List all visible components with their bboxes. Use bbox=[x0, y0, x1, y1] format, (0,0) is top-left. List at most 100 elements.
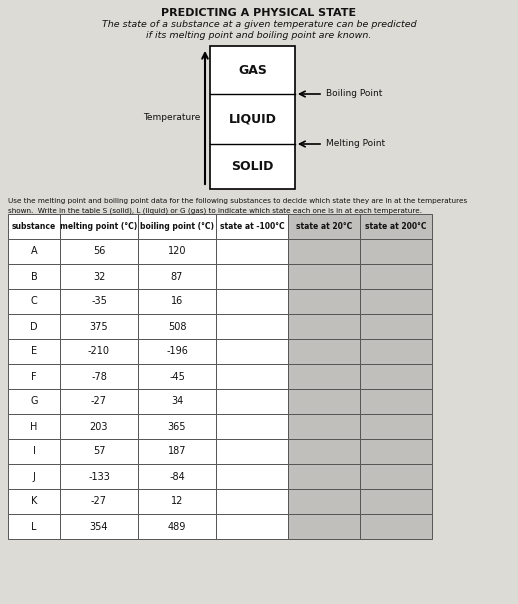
Bar bbox=[216, 389, 288, 414]
Text: substance: substance bbox=[12, 222, 56, 231]
Bar bbox=[138, 414, 216, 439]
Bar bbox=[138, 264, 216, 289]
Text: 354: 354 bbox=[90, 521, 108, 532]
Bar bbox=[288, 314, 360, 339]
Text: E: E bbox=[31, 347, 37, 356]
Text: -27: -27 bbox=[91, 496, 107, 507]
Text: LIQUID: LIQUID bbox=[228, 112, 277, 126]
Bar bbox=[8, 439, 60, 464]
Text: 375: 375 bbox=[90, 321, 108, 332]
Text: I: I bbox=[33, 446, 35, 457]
Bar bbox=[60, 514, 138, 539]
Bar bbox=[60, 464, 138, 489]
Text: 16: 16 bbox=[171, 297, 183, 306]
Text: melting point (°C): melting point (°C) bbox=[61, 222, 138, 231]
Bar bbox=[288, 364, 360, 389]
Bar bbox=[216, 489, 288, 514]
Text: -196: -196 bbox=[166, 347, 188, 356]
Bar bbox=[138, 364, 216, 389]
Text: state at 200°C: state at 200°C bbox=[365, 222, 427, 231]
Bar bbox=[288, 339, 360, 364]
Bar bbox=[288, 439, 360, 464]
Bar bbox=[138, 439, 216, 464]
Text: PREDICTING A PHYSICAL STATE: PREDICTING A PHYSICAL STATE bbox=[162, 8, 356, 18]
Text: J: J bbox=[33, 472, 35, 481]
Bar bbox=[288, 214, 360, 239]
Bar bbox=[138, 214, 216, 239]
Text: D: D bbox=[30, 321, 38, 332]
Bar bbox=[360, 289, 432, 314]
Bar bbox=[60, 364, 138, 389]
Bar bbox=[216, 464, 288, 489]
Text: state at 20°C: state at 20°C bbox=[296, 222, 352, 231]
Bar bbox=[138, 339, 216, 364]
Bar bbox=[60, 239, 138, 264]
Text: 34: 34 bbox=[171, 396, 183, 406]
Text: shown.  Write in the table S (solid), L (liquid) or G (gas) to indicate which st: shown. Write in the table S (solid), L (… bbox=[8, 207, 422, 213]
Bar bbox=[216, 239, 288, 264]
Bar bbox=[360, 464, 432, 489]
Bar bbox=[360, 514, 432, 539]
Text: 203: 203 bbox=[90, 422, 108, 431]
Bar bbox=[138, 464, 216, 489]
Bar bbox=[8, 389, 60, 414]
Text: 56: 56 bbox=[93, 246, 105, 257]
Bar bbox=[138, 314, 216, 339]
Bar bbox=[60, 439, 138, 464]
Bar bbox=[216, 214, 288, 239]
Text: Use the melting point and boiling point data for the following substances to dec: Use the melting point and boiling point … bbox=[8, 198, 467, 204]
Bar bbox=[288, 264, 360, 289]
Bar bbox=[360, 414, 432, 439]
Text: state at -100°C: state at -100°C bbox=[220, 222, 284, 231]
Text: boiling point (°C): boiling point (°C) bbox=[140, 222, 214, 231]
Text: 508: 508 bbox=[168, 321, 186, 332]
Bar bbox=[8, 414, 60, 439]
Bar bbox=[60, 314, 138, 339]
Bar bbox=[360, 439, 432, 464]
Bar bbox=[216, 514, 288, 539]
Bar bbox=[60, 214, 138, 239]
Text: Boiling Point: Boiling Point bbox=[326, 89, 382, 98]
Text: B: B bbox=[31, 272, 37, 281]
Bar bbox=[138, 289, 216, 314]
Text: -35: -35 bbox=[91, 297, 107, 306]
Text: 57: 57 bbox=[93, 446, 105, 457]
Bar bbox=[8, 214, 60, 239]
Text: 87: 87 bbox=[171, 272, 183, 281]
Bar bbox=[60, 264, 138, 289]
Text: K: K bbox=[31, 496, 37, 507]
Bar bbox=[360, 339, 432, 364]
Bar bbox=[360, 389, 432, 414]
Bar bbox=[8, 514, 60, 539]
Text: Temperature: Temperature bbox=[142, 113, 200, 122]
Text: 365: 365 bbox=[168, 422, 186, 431]
Bar bbox=[288, 414, 360, 439]
Bar bbox=[360, 264, 432, 289]
Text: -78: -78 bbox=[91, 371, 107, 382]
Bar bbox=[288, 289, 360, 314]
Text: The state of a substance at a given temperature can be predicted: The state of a substance at a given temp… bbox=[102, 20, 416, 29]
Text: SOLID: SOLID bbox=[232, 160, 274, 173]
Bar bbox=[360, 239, 432, 264]
Bar bbox=[288, 389, 360, 414]
Bar bbox=[216, 414, 288, 439]
Text: C: C bbox=[31, 297, 37, 306]
Bar bbox=[210, 46, 295, 189]
Text: -84: -84 bbox=[169, 472, 185, 481]
Bar bbox=[138, 389, 216, 414]
Text: 120: 120 bbox=[168, 246, 186, 257]
Text: 32: 32 bbox=[93, 272, 105, 281]
Bar bbox=[8, 314, 60, 339]
Bar bbox=[60, 339, 138, 364]
Bar bbox=[8, 489, 60, 514]
Bar bbox=[288, 464, 360, 489]
Text: if its melting point and boiling point are known.: if its melting point and boiling point a… bbox=[146, 31, 372, 40]
Bar bbox=[360, 314, 432, 339]
Bar bbox=[60, 289, 138, 314]
Text: GAS: GAS bbox=[238, 63, 267, 77]
Bar bbox=[216, 264, 288, 289]
Bar bbox=[288, 489, 360, 514]
Text: -210: -210 bbox=[88, 347, 110, 356]
Text: Melting Point: Melting Point bbox=[326, 140, 385, 149]
Bar bbox=[60, 489, 138, 514]
